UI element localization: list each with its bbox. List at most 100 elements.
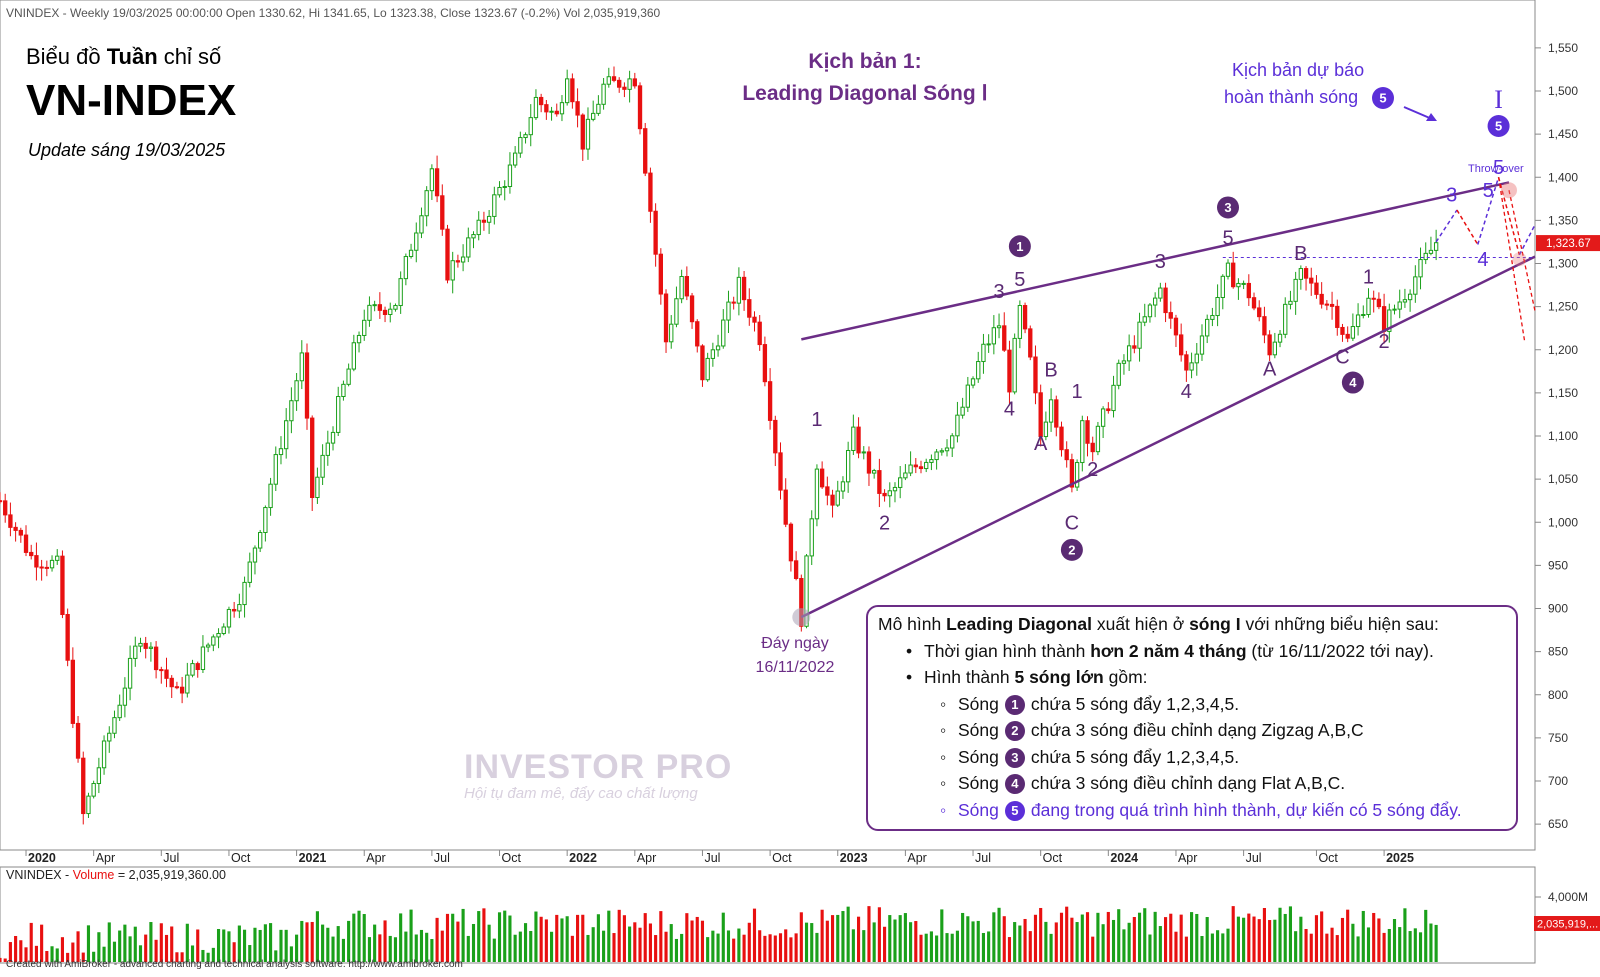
candle-body — [336, 396, 341, 433]
candle-body — [851, 426, 856, 452]
volume-bar — [1320, 911, 1324, 962]
candle-body — [1048, 399, 1054, 423]
candle-body — [414, 232, 419, 251]
candle-body — [200, 646, 206, 671]
volume-bar — [336, 926, 340, 962]
volume-bar — [1398, 927, 1402, 962]
candle-body — [554, 110, 559, 115]
candle-body — [70, 659, 76, 724]
forecast-segment — [1497, 177, 1521, 256]
candle-body — [1423, 252, 1428, 261]
y-tick-label: 750 — [1548, 731, 1568, 745]
candle-body — [1215, 296, 1220, 317]
title-line-1: Biểu đồ Tuần chỉ số — [26, 44, 222, 69]
volume-bar — [638, 927, 642, 962]
candle-body — [1137, 321, 1142, 349]
volume-bar — [1018, 925, 1022, 962]
volume-bar — [914, 921, 918, 962]
wave-label: C — [1065, 512, 1079, 534]
note-row-wave-3: ◦ Sóng 3 chứa 5 sóng đẩy 1,2,3,4,5. — [940, 746, 1240, 768]
volume-bar — [1268, 920, 1272, 962]
candle-body — [1142, 316, 1147, 323]
candle-body — [1064, 449, 1069, 461]
candle-body — [908, 464, 913, 474]
candle-body — [1152, 297, 1158, 306]
candle-body — [1147, 304, 1153, 318]
volume-bar — [544, 919, 548, 962]
volume-bar — [846, 906, 850, 962]
candle-body — [601, 83, 606, 105]
candle-body — [1236, 282, 1241, 288]
volume-bar — [940, 909, 944, 962]
note-row-waves: • Hình thành 5 sóng lớn gồm: — [906, 667, 1148, 687]
candle-body — [247, 561, 252, 583]
volume-bar — [222, 929, 226, 962]
volume-bar — [331, 936, 335, 962]
volume-bar — [1330, 927, 1334, 962]
wave-label: 3 — [1155, 251, 1166, 273]
wave-label: C — [1335, 347, 1349, 369]
candle-body — [830, 494, 835, 506]
candle-body — [596, 103, 601, 114]
volume-bar — [1283, 913, 1287, 962]
volume-bar — [1049, 933, 1053, 962]
candle-body — [840, 481, 846, 492]
candle-body — [179, 686, 185, 694]
watermark-slogan: Hội tụ đam mê, đẩy cao chất lượng — [464, 785, 698, 802]
candle-body — [814, 468, 820, 520]
candle-body — [1194, 353, 1199, 364]
volume-bar — [711, 930, 715, 962]
y-tick-label: 1,450 — [1548, 127, 1578, 141]
candle-body — [882, 492, 887, 497]
volume-bar — [1033, 914, 1038, 962]
volume-bar — [347, 920, 351, 962]
candle-body — [1340, 326, 1345, 335]
candle-body — [424, 190, 429, 217]
candle-body — [117, 704, 122, 719]
volume-bar — [92, 951, 96, 962]
candle-body — [81, 757, 86, 815]
volume-bar — [1294, 931, 1298, 962]
candle-body — [75, 722, 81, 759]
candle-body — [346, 368, 351, 385]
wave-circle-label: 3 — [1224, 200, 1231, 215]
candle-body — [1283, 303, 1288, 335]
chart-info-line: VNINDEX - Weekly 19/03/2025 00:00:00 Ope… — [6, 6, 661, 20]
volume-bar — [648, 923, 652, 962]
candle-body — [1173, 317, 1179, 336]
candle-body — [1413, 276, 1418, 295]
volume-bar — [1195, 913, 1199, 962]
volume-bar — [1065, 906, 1069, 962]
volume-bar — [1304, 928, 1308, 962]
volume-bar — [341, 938, 345, 962]
candle-body — [0, 500, 3, 503]
candle-body — [284, 420, 289, 450]
volume-bar — [263, 924, 267, 962]
volume-bar — [523, 923, 528, 962]
candle-body — [455, 260, 461, 263]
volume-bar — [539, 916, 543, 962]
candle-body — [1376, 298, 1382, 308]
candle-body — [242, 581, 247, 606]
volume-bar — [1013, 922, 1017, 962]
volume-bar — [992, 912, 996, 962]
note-row-duration: • Thời gian hình thành hơn 2 năm 4 tháng … — [906, 640, 1434, 661]
volume-bar — [190, 945, 195, 962]
candle-body — [1298, 268, 1304, 280]
note-row-intro: Mô hình Leading Diagonal xuất hiện ở són… — [878, 614, 1439, 634]
candle-body — [544, 104, 549, 113]
volume-bar — [591, 927, 595, 962]
volume-bar — [232, 942, 236, 962]
wave-label: A — [1034, 433, 1048, 455]
volume-bar — [102, 946, 106, 962]
volume-bar — [1184, 936, 1188, 962]
candle-body — [1095, 425, 1101, 453]
candle-body — [533, 96, 539, 119]
forecast-segment — [1477, 177, 1500, 245]
wave-label: 4 — [1181, 381, 1192, 403]
candle-body — [29, 551, 34, 557]
volume-bar — [695, 916, 699, 962]
candle-body — [1090, 442, 1095, 453]
candle-body — [856, 426, 861, 454]
page-title: VN-INDEX — [26, 76, 237, 125]
